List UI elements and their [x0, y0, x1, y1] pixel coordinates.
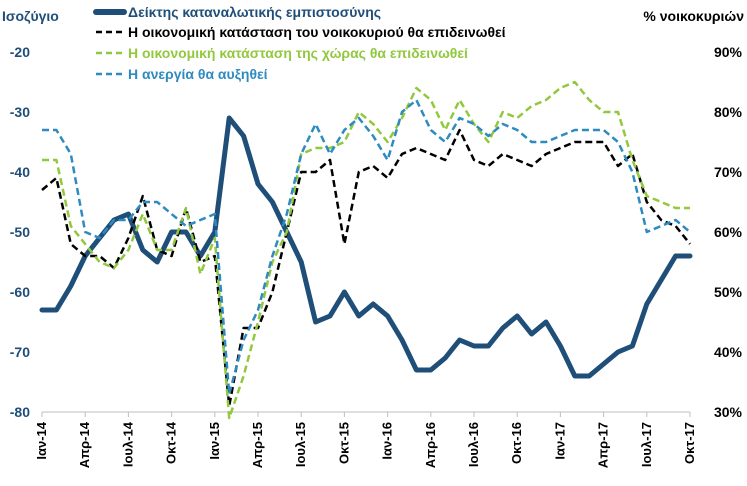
x-tick-label: Ιαν-17 [552, 422, 567, 460]
legend-label-2: Η οικονομική κατάσταση του νοικοκυριού θ… [128, 24, 506, 40]
x-tick-label: Οκτ-17 [682, 422, 697, 464]
x-tick-label: Οκτ-15 [336, 422, 351, 464]
series-line-3 [42, 80, 690, 420]
left-tick-label: -40 [10, 164, 30, 180]
x-tick-label: Ιουλ-15 [293, 422, 308, 467]
series-line-1 [39, 115, 693, 379]
right-tick-label: 40% [714, 344, 743, 360]
x-tick-label: Απρ-17 [596, 422, 611, 468]
x-tick-label: Απρ-14 [77, 421, 92, 468]
x-tick-label: Ιουλ-14 [120, 421, 135, 467]
x-tick-label: Οκτ-14 [164, 421, 179, 464]
right-tick-label: 70% [714, 164, 743, 180]
left-tick-label: -20 [10, 44, 30, 60]
x-tick-label: Ιαν-14 [34, 421, 49, 459]
x-tick-label: Ιουλ-16 [466, 422, 481, 467]
x-tick-label: Ιουλ-17 [639, 422, 654, 467]
legend-label-3: Η οικονομική κατάσταση της χώρας θα επιδ… [128, 45, 468, 61]
legend-label-1: Δείκτης καταναλωτικής εμπιστοσύνης [128, 4, 381, 20]
x-tick-label: Απρ-16 [423, 422, 438, 468]
right-tick-label: 90% [714, 44, 743, 60]
x-tick-label: Οκτ-16 [509, 422, 524, 464]
right-tick-label: 30% [714, 404, 743, 420]
series-line-2 [41, 128, 691, 408]
right-axis-title: % νοικοκυριών [643, 8, 744, 24]
right-tick-label: 60% [714, 224, 743, 240]
left-tick-label: -50 [10, 224, 30, 240]
left-axis-title: Ισοζύγιο [2, 8, 59, 24]
series-line-4 [42, 98, 691, 396]
x-tick-label: Ιαν-15 [207, 422, 222, 460]
x-tick-label: Ιαν-16 [380, 422, 395, 460]
legend-label-4: Η ανεργία θα αυξηθεί [128, 66, 268, 82]
left-tick-label: -60 [10, 284, 30, 300]
left-tick-label: -70 [10, 344, 30, 360]
left-tick-label: -30 [10, 104, 30, 120]
left-tick-label: -80 [10, 404, 30, 420]
right-tick-label: 80% [714, 104, 743, 120]
right-tick-label: 50% [714, 284, 743, 300]
x-tick-label: Απρ-15 [250, 422, 265, 468]
